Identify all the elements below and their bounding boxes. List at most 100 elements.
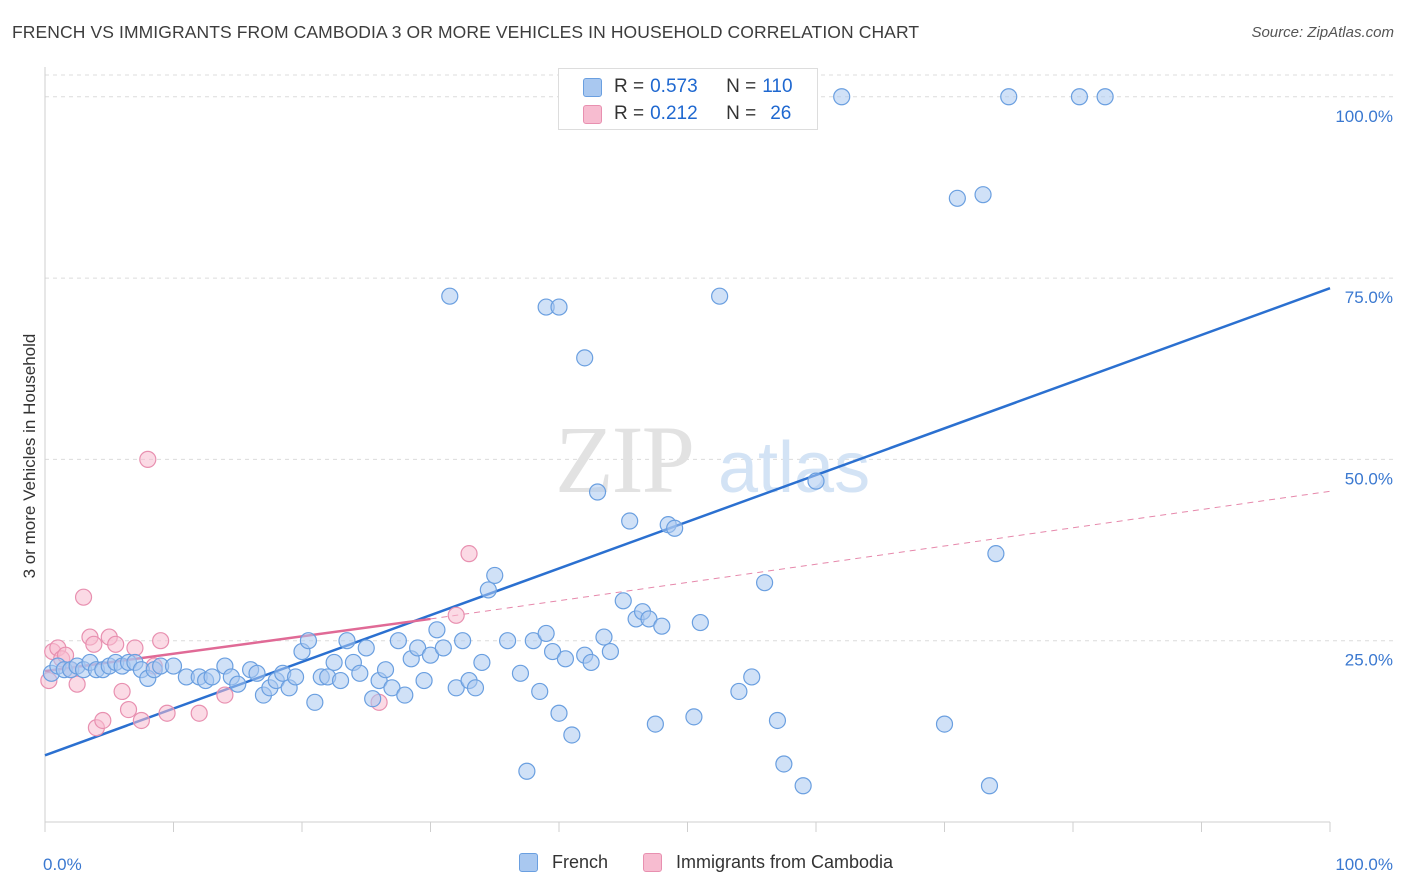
french-point: [653, 617, 671, 635]
french-point: [794, 777, 812, 795]
tick-labels: 25.0% 50.0% 75.0% 100.0% 0.0% 100.0%: [43, 107, 1393, 874]
cambodia-point: [113, 682, 131, 701]
cambodia-point: [68, 675, 86, 693]
cambodia-point: [152, 632, 170, 650]
french-point: [466, 679, 485, 697]
n-value: 26: [770, 103, 792, 124]
french-point: [685, 708, 703, 726]
french-point: [537, 624, 555, 643]
french-point: [351, 664, 369, 682]
french-point: [338, 632, 356, 650]
french-point: [299, 632, 318, 650]
french-point: [511, 664, 530, 682]
french-point: [499, 632, 517, 650]
r-value: 0.573: [650, 76, 698, 97]
x-tick-label-min: 0.0%: [43, 855, 82, 874]
data-points: [40, 88, 1114, 795]
cambodia-legend-swatch: [643, 853, 662, 872]
french-legend-swatch: [519, 853, 538, 872]
french-point: [595, 628, 613, 646]
french-point: [711, 287, 729, 305]
french-point: [486, 566, 504, 585]
french-swatch: [583, 77, 602, 97]
french-point: [775, 755, 793, 773]
french-point: [948, 189, 966, 207]
french-point: [556, 650, 575, 668]
french-point: [389, 632, 407, 650]
french-point: [203, 668, 221, 686]
french-point: [409, 639, 427, 657]
french-point: [691, 613, 709, 632]
source-label: Source: ZipAtlas.com: [1251, 24, 1394, 41]
cambodia-point: [216, 686, 234, 704]
french-point: [646, 715, 664, 733]
french-point: [980, 777, 999, 795]
cambodia-legend-label: Immigrants from Cambodia: [676, 852, 894, 872]
french-point: [1096, 88, 1114, 106]
french-point: [640, 610, 658, 628]
french-point: [601, 642, 620, 661]
french-point: [441, 287, 459, 305]
cambodia-point: [460, 545, 478, 563]
french-point: [447, 679, 465, 697]
french-point: [229, 675, 247, 693]
legend-item-cambodia: Immigrants from Cambodia: [643, 852, 893, 873]
cambodia-point: [85, 635, 103, 653]
cambodia-point: [94, 711, 112, 730]
french-point: [421, 646, 440, 664]
cambodia-point: [158, 704, 176, 722]
french-point: [479, 581, 497, 599]
french-point: [396, 686, 414, 704]
french-point: [550, 298, 568, 316]
french-point: [248, 664, 266, 682]
french-point: [518, 762, 536, 780]
y-tick-label: 75.0%: [1345, 288, 1393, 307]
stats-legend: R = 0.573 N = 110 R = 0.212 N = 26: [558, 68, 818, 130]
cambodia-point: [132, 711, 150, 730]
french-point: [614, 592, 632, 610]
r-key: R =: [614, 103, 645, 124]
french-point: [588, 483, 607, 501]
y-tick-label: 50.0%: [1345, 469, 1393, 488]
french-point: [376, 661, 395, 679]
french-point: [524, 632, 542, 650]
cambodia-point: [107, 635, 125, 653]
french-point: [415, 671, 433, 690]
y-tick-label: 25.0%: [1345, 651, 1393, 670]
french-point: [164, 657, 183, 675]
cambodia-point: [74, 588, 93, 606]
r-value: 0.212: [650, 103, 698, 124]
r-key: R =: [614, 76, 645, 97]
french-point: [383, 679, 401, 697]
french-point: [1070, 88, 1089, 106]
french-point: [807, 472, 825, 490]
french-point: [974, 186, 992, 204]
cambodia-point: [447, 606, 465, 624]
french-point: [550, 704, 568, 722]
french-point: [325, 653, 343, 672]
axes: [44, 67, 1331, 832]
french-point: [582, 653, 600, 672]
cambodia-trend-extension: [430, 490, 1331, 620]
french-point: [454, 632, 472, 650]
cambodia-point: [119, 700, 138, 719]
french-point: [543, 642, 562, 661]
y-tick-label: 100.0%: [1335, 107, 1393, 126]
french-point: [1000, 88, 1018, 106]
x-tick-label-max: 100.0%: [1335, 855, 1393, 874]
french-point: [935, 715, 954, 733]
cambodia-point: [126, 639, 144, 657]
french-point: [666, 519, 684, 537]
french-point: [531, 682, 549, 701]
french-legend-label: French: [552, 852, 609, 872]
french-point: [987, 545, 1005, 563]
watermark-atlas: atlas: [718, 428, 870, 508]
n-key: N =: [726, 76, 757, 97]
french-point: [331, 671, 350, 690]
french-point: [428, 621, 446, 639]
french-point: [833, 88, 851, 106]
french-point: [306, 693, 324, 711]
n-value: 110: [762, 76, 793, 97]
french-point: [576, 349, 594, 367]
